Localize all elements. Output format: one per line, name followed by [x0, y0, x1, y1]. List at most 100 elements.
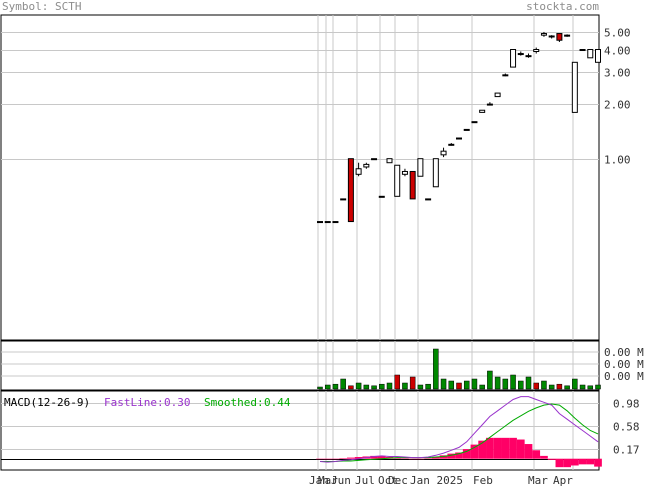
- macd-hist-bar-5: [354, 457, 363, 459]
- volume-bar-32: [564, 385, 570, 390]
- smoothed-label: Smoothed:: [204, 396, 264, 409]
- volume-bar-23: [494, 376, 501, 390]
- candle-body-23: [494, 92, 501, 98]
- price-tick-label: 5.00: [604, 27, 631, 40]
- volume-bar-18: [456, 382, 462, 390]
- macd-hist-bar-31: [555, 458, 564, 468]
- candle-body-21: [479, 109, 486, 113]
- macd-hist-bar-0: [316, 458, 324, 460]
- candle-body-10: [394, 164, 401, 197]
- candle-body-0: [317, 221, 323, 224]
- macd-hist-bar-10: [393, 457, 402, 459]
- volume-bar-20: [471, 378, 478, 390]
- smoothed-value: 0.44: [264, 396, 291, 409]
- x-tick-label: Mar: [318, 474, 338, 486]
- macd-hist-bar-1: [323, 458, 332, 460]
- candle-body-15: [432, 158, 439, 188]
- volume-bar-4: [348, 385, 354, 390]
- volume-bar-15: [433, 348, 439, 390]
- volume-bar-34: [579, 384, 586, 390]
- macd-hist-bar-18: [455, 452, 463, 459]
- candle-body-18: [456, 137, 462, 140]
- macd-hist-bar-27: [524, 444, 533, 459]
- candle-body-12: [409, 170, 416, 200]
- volume-bar-17: [448, 380, 455, 390]
- macd-frame: [0, 390, 600, 471]
- candle-body-26: [517, 53, 524, 56]
- price-panel: 5.00 4.00 3.00 2.00 1.00: [0, 14, 631, 341]
- volume-bar-24: [502, 378, 509, 390]
- macd-hist-bar-26: [516, 439, 525, 459]
- site-name[interactable]: stockta.com: [526, 0, 599, 13]
- candle-body-22: [486, 103, 493, 106]
- macd-hist-bar-13: [416, 458, 425, 460]
- volume-bar-21: [479, 384, 485, 390]
- macd-fastline-line: [319, 396, 599, 463]
- macd-hist-bar-33: [570, 458, 579, 466]
- candle-body-7: [371, 158, 378, 161]
- macd-hist-bar-22: [486, 437, 494, 459]
- macd-tick-label: 0.17: [613, 444, 640, 457]
- volume-bar-27: [525, 376, 532, 390]
- candle-body-14: [425, 198, 432, 201]
- price-frame: [0, 14, 600, 341]
- symbol-label: Symbol: SCTH: [2, 0, 82, 13]
- macd-hist-bar-32: [563, 458, 571, 468]
- price-tick-label: 4.00: [604, 45, 631, 58]
- volume-bar-35: [587, 385, 594, 390]
- candle-body-33: [571, 61, 578, 113]
- candle-body-16: [440, 150, 447, 156]
- volume-tick-label: 0.00 M: [604, 358, 644, 371]
- candle-body-5: [355, 168, 362, 175]
- macd-hist-bar-7: [370, 455, 378, 459]
- volume-bar-16: [440, 378, 447, 390]
- macd-tick-label: 0.98: [613, 398, 640, 411]
- macd-hist-bar-20: [470, 444, 479, 459]
- volume-frame: [0, 340, 600, 391]
- macd-hist-bar-21: [478, 440, 487, 459]
- x-tick-label: Mar: [528, 474, 548, 486]
- price-tick-label: 2.00: [604, 99, 631, 112]
- volume-panel: 0.00 M0.00 M0.00 M: [0, 340, 644, 391]
- x-tick-label: Jul: [355, 474, 375, 486]
- volume-bar-28: [533, 382, 539, 390]
- macd-tick-label: 0.58: [613, 421, 640, 434]
- candle-body-25: [510, 49, 517, 68]
- price-tick-label: 1.00: [604, 154, 631, 167]
- candle-body-6: [363, 163, 370, 168]
- candle-body-36: [595, 49, 601, 63]
- macd-hist-bar-30: [547, 458, 556, 460]
- candle-body-9: [386, 158, 393, 164]
- candle-body-30: [548, 35, 555, 38]
- volume-bar-3: [340, 378, 346, 390]
- macd-hist-bar-29: [540, 455, 548, 459]
- macd-hist-bar-35: [586, 458, 595, 465]
- macd-hist-bar-8: [377, 455, 386, 459]
- volume-bar-9: [386, 382, 393, 390]
- volume-tick-label: 0.00 M: [604, 346, 644, 359]
- volume-bar-14: [425, 383, 431, 390]
- candle-body-3: [340, 198, 347, 201]
- candle-body-13: [417, 158, 424, 177]
- volume-bar-22: [487, 370, 493, 390]
- macd-panel: 0.98 0.58 0.17 MACD(12-26-9) FastLine: 0.30 Sm…: [0, 390, 640, 471]
- volume-bar-13: [417, 384, 424, 390]
- volume-bar-2: [332, 383, 339, 390]
- price-tick-label: 3.00: [604, 67, 631, 80]
- macd-hist-bar-24: [501, 437, 510, 459]
- x-tick-label: Apr: [553, 474, 573, 486]
- fastline-value: 0.30: [164, 396, 191, 409]
- volume-bar-29: [541, 380, 547, 390]
- x-tick-label: Dec: [388, 474, 408, 486]
- x-tick-label: Jan 2025: [410, 474, 463, 486]
- candle-body-31: [556, 33, 563, 41]
- volume-bar-36: [595, 384, 601, 390]
- macd-hist-bar-28: [532, 450, 541, 459]
- candle-body-19: [463, 128, 470, 131]
- macd-hist-bar-36: [594, 458, 602, 467]
- volume-tick-label: 0.00 M: [604, 370, 644, 383]
- candle-body-32: [564, 34, 571, 37]
- volume-bar-30: [548, 384, 555, 390]
- volume-bar-19: [463, 380, 470, 390]
